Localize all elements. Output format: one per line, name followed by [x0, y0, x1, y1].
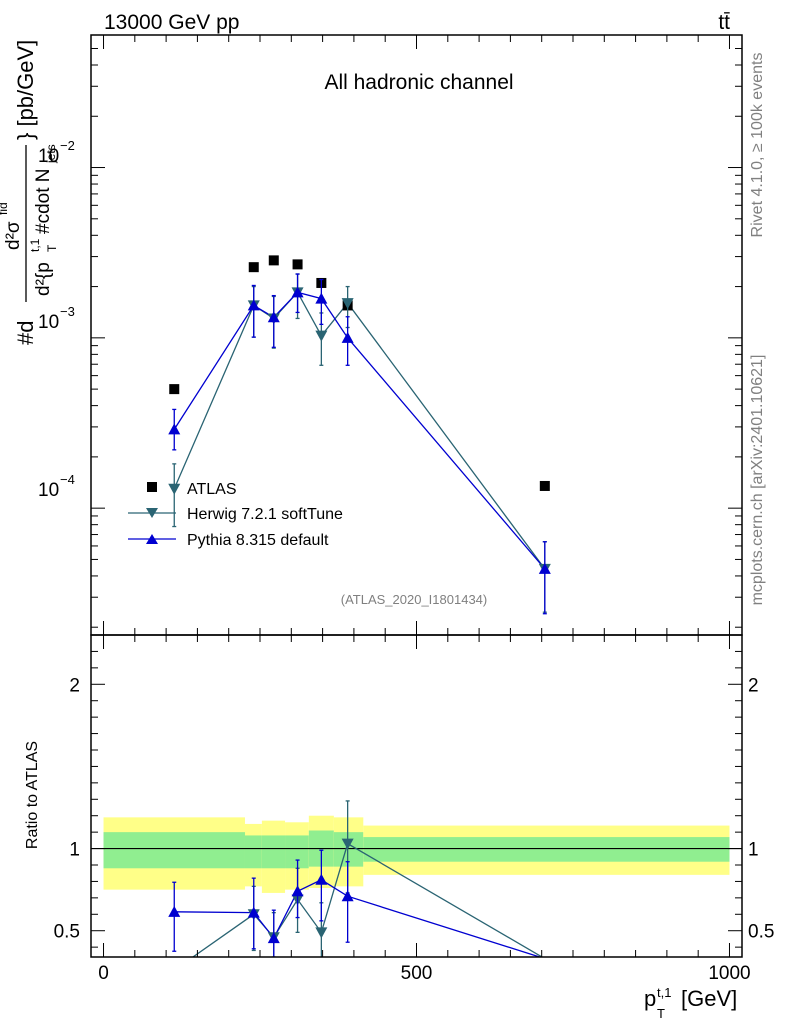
ylabel-den-rest: #cdot N [33, 169, 54, 234]
pythia-point [341, 331, 354, 343]
pythia-line [173, 291, 546, 570]
ratio-band-green [363, 837, 730, 862]
process-label: tt̄ [718, 11, 730, 34]
atlas-point [268, 255, 279, 266]
ratio-ytick-label-left: 0.5 [54, 922, 80, 943]
energy-label: 13000 GeV pp [104, 11, 239, 34]
xlabel-sub: T [657, 1006, 665, 1021]
xtick-label: 1000 [708, 963, 750, 984]
ratio-ytick-label-right: 2 [748, 675, 759, 696]
legend-pythia-label: Pythia 8.315 default [187, 532, 329, 549]
herwig-point [341, 298, 354, 310]
legend-herwig-label: Herwig 7.2.1 softTune [187, 506, 343, 523]
ratio-band-green [261, 835, 286, 869]
ylabel-den-sup: t,1 [28, 238, 42, 252]
ratio-band-green [244, 835, 262, 869]
pythia-ratio-point [291, 885, 304, 897]
xlabel-sup: t,1 [657, 985, 671, 1000]
xlabel-main: p [644, 986, 656, 1011]
pythia-ratio-point [315, 873, 328, 885]
ytick-label-1e-4: 10 −4 [38, 472, 75, 501]
ytick-1e-3-exp: −3 [60, 304, 75, 319]
main-series-lines [173, 291, 546, 570]
ratio-ytick-label-left: 1 [69, 840, 80, 861]
ylabel-denominator: d²{p [33, 262, 54, 296]
herwig-line [173, 291, 546, 570]
pythia-ratio-point [341, 890, 354, 902]
pythia-ratio-point [247, 906, 260, 918]
ratio-tick-labels: 0.5 0.5 1 1 2 2 0 500 1000 [54, 675, 775, 984]
ratio-ytick-label-left: 2 [69, 675, 80, 696]
legend-herwig-marker [146, 508, 158, 518]
pythia-point [247, 299, 260, 311]
ytick-1e-2-base: 10 [38, 146, 59, 167]
ylabel-den-sub: T [45, 244, 59, 252]
ytick-1e-4-base: 10 [38, 480, 59, 501]
pythia-ratio-line [174, 879, 542, 957]
pythia-point [315, 292, 328, 304]
ratio-series-marks [168, 800, 354, 957]
ylabel-den-rest-sub: jets [44, 144, 58, 164]
legend: ATLAS Herwig 7.2.1 softTune Pythia 8.315… [128, 481, 343, 549]
pythia-point [538, 562, 551, 574]
pythia-point [168, 423, 181, 435]
legend-pythia-marker [146, 534, 158, 544]
herwig-ratio-point [341, 838, 354, 850]
ratio-ytick-label-right: 0.5 [748, 922, 774, 943]
ytick-label-1e-3: 10 −3 [38, 304, 75, 333]
herwig-point [168, 483, 181, 495]
ratio-ytick-label-right: 1 [748, 840, 759, 861]
atlas-point [248, 262, 259, 273]
ylabel-unit: } [pb/GeV] [13, 40, 38, 140]
ylabel-numerator: d²σ [3, 221, 24, 250]
atlas-point [539, 480, 550, 491]
herwig-ratio-point [315, 927, 328, 939]
main-series-marks [168, 255, 551, 615]
legend-atlas-marker [147, 482, 157, 492]
pythia-ratio-point [267, 932, 280, 944]
ratio-axis-ticks [91, 635, 742, 957]
xtick-label: 500 [401, 963, 433, 984]
ratio-plot-frame [90, 634, 743, 958]
ratio-ylabel: Ratio to ATLAS [24, 741, 41, 849]
herwig-point [315, 330, 328, 342]
mcplots-label: mcplots.cern.ch [arXiv:2401.10621] [749, 355, 766, 606]
pythia-point [267, 311, 280, 323]
rivet-label: Rivet 4.1.0, ≥ 100k events [749, 53, 766, 238]
ytick-label-1e-2: 10 −2 [38, 138, 75, 167]
ratio-band-green [103, 832, 245, 869]
ratio-uncertainty-bands [103, 815, 730, 893]
legend-atlas-label: ATLAS [187, 481, 237, 498]
pythia-ratio-point [168, 905, 181, 917]
xtick-label: 0 [98, 963, 109, 984]
ylabel-prefix: #d [13, 321, 38, 345]
xlabel-unit: [GeV] [681, 986, 737, 1011]
main-title: All hadronic channel [324, 71, 513, 94]
ytick-1e-3-base: 10 [38, 312, 59, 333]
ylabel-numerator-sup: fid [0, 202, 10, 215]
atlas-point [169, 384, 180, 395]
atlas-point [292, 259, 303, 270]
ytick-1e-4-exp: −4 [60, 472, 75, 487]
analysis-id: (ATLAS_2020_I1801434) [341, 592, 487, 607]
ratio-band-green [285, 835, 309, 869]
main-ylabel: #d d²σ fid d²{p t,1 T #cdot N jets } [pb… [0, 40, 59, 345]
xlabel: p t,1 T [GeV] [644, 985, 737, 1021]
ytick-1e-2-exp: −2 [60, 138, 75, 153]
pythia-point [291, 286, 304, 298]
